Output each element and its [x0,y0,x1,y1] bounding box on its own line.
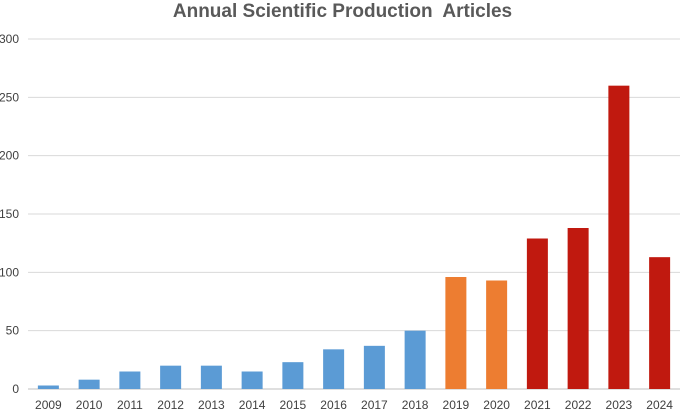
bar-2020 [486,280,508,389]
bar-2019 [445,277,467,389]
bar-2021 [526,238,548,389]
x-tick-label: 2013 [198,398,225,410]
y-tick-label: 250 [0,90,19,104]
x-tick-label: 2012 [157,398,184,410]
x-tick-label: 2020 [483,398,510,410]
y-tick-label: 200 [0,149,19,163]
y-tick-label: 100 [0,265,19,279]
bar-2018 [404,330,426,389]
x-tick-label: 2015 [280,398,307,410]
bar-2010 [78,379,100,389]
x-tick-label: 2011 [117,398,143,410]
x-tick-label: 2022 [565,398,592,410]
bar-2009 [37,385,59,389]
x-tick-label: 2017 [361,398,388,410]
bar-2015 [282,362,304,389]
bar-2014 [241,371,263,389]
y-tick-label: 0 [12,382,19,396]
bar-2011 [119,371,141,389]
x-tick-label: 2018 [402,398,429,410]
x-tick-label: 2009 [35,398,62,410]
bar-2022 [567,228,589,389]
bar-2017 [363,345,385,389]
bar-2016 [323,349,345,389]
x-tick-label: 2014 [239,398,266,410]
x-tick-label: 2023 [606,398,633,410]
x-tick-label: 2024 [646,398,673,410]
y-tick-label: 50 [6,324,20,338]
y-tick-label: 150 [0,207,19,221]
x-tick-label: 2016 [320,398,347,410]
x-tick-label: 2010 [76,398,103,410]
bar-2023 [608,85,630,390]
bar-2013 [200,365,222,389]
bar-2024 [649,257,671,389]
bar-2012 [160,365,182,389]
chart-title: Annual Scientific Production Articles [172,1,513,22]
y-tick-label: 300 [0,32,19,46]
x-tick-label: 2021 [524,398,551,410]
x-tick-label: 2019 [443,398,470,410]
